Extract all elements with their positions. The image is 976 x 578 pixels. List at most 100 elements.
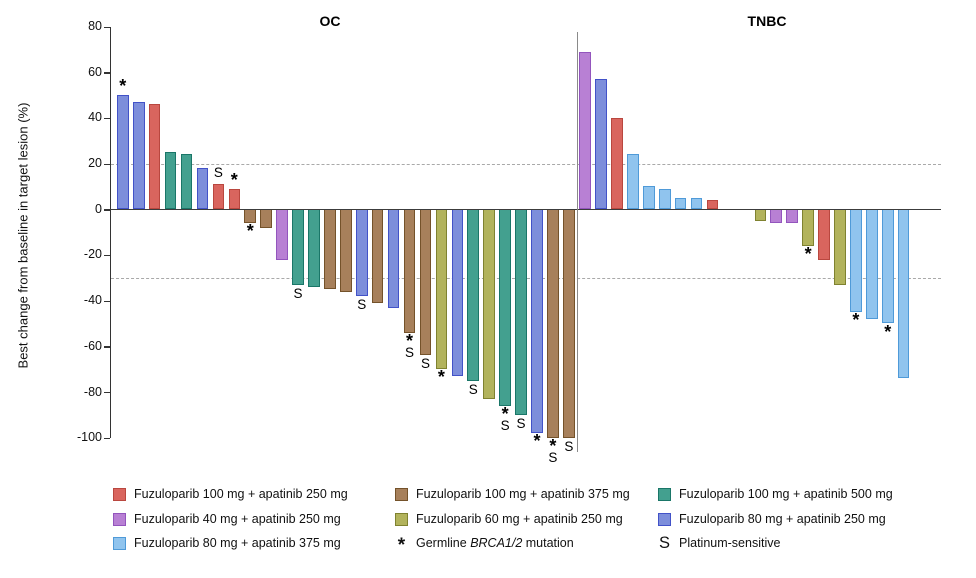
bar bbox=[643, 186, 655, 210]
platinum-sensitive-marker: S bbox=[405, 344, 415, 360]
legend-label: Fuzuloparib 100 mg + apatinib 250 mg bbox=[134, 487, 348, 501]
bar bbox=[770, 209, 783, 223]
y-tick bbox=[104, 117, 110, 120]
bar bbox=[308, 209, 320, 287]
bar bbox=[579, 51, 591, 210]
bar bbox=[340, 209, 352, 292]
y-tick bbox=[104, 346, 110, 348]
legend-label: Fuzuloparib 100 mg + apatinib 500 mg bbox=[679, 487, 893, 501]
group-title-oc: OC bbox=[319, 13, 341, 29]
brown-swatch bbox=[395, 487, 408, 501]
bar bbox=[611, 117, 623, 210]
bar bbox=[850, 209, 862, 313]
bar bbox=[435, 209, 448, 370]
legend-item: Fuzuloparib 60 mg + apatinib 250 mg bbox=[395, 512, 623, 526]
bar bbox=[387, 209, 400, 308]
bar bbox=[881, 209, 894, 324]
bar bbox=[180, 154, 193, 210]
legend-item: Fuzuloparib 80 mg + apatinib 250 mg bbox=[658, 512, 886, 526]
y-axis-label: Best change from baseline in target lesi… bbox=[15, 102, 31, 369]
bar bbox=[276, 209, 288, 260]
y-axis-spine bbox=[110, 26, 112, 438]
legend-label: Fuzuloparib 80 mg + apatinib 250 mg bbox=[679, 512, 886, 526]
bar bbox=[866, 209, 878, 319]
brca-mutation-marker: * bbox=[119, 76, 127, 97]
y-tick bbox=[104, 26, 110, 28]
legend-item: Fuzuloparib 100 mg + apatinib 375 mg bbox=[395, 487, 630, 501]
legend-label: Fuzuloparib 80 mg + apatinib 375 mg bbox=[134, 536, 341, 550]
platinum-sensitive-marker: S bbox=[516, 415, 526, 431]
legend-label: Fuzuloparib 40 mg + apatinib 250 mg bbox=[134, 512, 341, 526]
y-tick bbox=[104, 209, 110, 211]
bar bbox=[451, 209, 464, 377]
legend-label: Germline BRCA1/2 mutation bbox=[416, 536, 574, 550]
bar bbox=[324, 209, 336, 290]
bar bbox=[212, 184, 225, 210]
legend-label: Platinum-sensitive bbox=[679, 536, 781, 550]
y-tick-label: 40 bbox=[88, 110, 102, 125]
legend-item: S Platinum-sensitive bbox=[658, 533, 781, 552]
platinum-sensitive-marker: S bbox=[213, 165, 223, 181]
legend-label: Fuzuloparib 100 mg + apatinib 375 mg bbox=[416, 487, 630, 501]
bar bbox=[132, 101, 145, 210]
y-tick bbox=[104, 300, 110, 302]
bar bbox=[802, 209, 814, 246]
brca-mutation-marker: * bbox=[884, 321, 892, 342]
brca-mutation-marker: * bbox=[533, 431, 541, 452]
bar bbox=[834, 209, 846, 285]
bar bbox=[117, 95, 129, 210]
platinum-sensitive-symbol: S bbox=[658, 533, 670, 552]
bar bbox=[292, 209, 304, 285]
y-tick-label: 60 bbox=[88, 64, 102, 79]
y-tick bbox=[104, 437, 110, 439]
y-tick bbox=[104, 392, 110, 394]
bar bbox=[754, 209, 767, 221]
y-tick-label: 0 bbox=[95, 201, 102, 216]
bar bbox=[515, 209, 527, 415]
platinum-sensitive-marker: S bbox=[420, 356, 430, 372]
brca-mutation-marker: * bbox=[230, 169, 238, 190]
y-tick-label: -40 bbox=[83, 293, 102, 308]
y-tick bbox=[104, 254, 110, 257]
brca-mutation-marker: * bbox=[501, 403, 509, 424]
bar bbox=[467, 209, 480, 381]
legend-label: Fuzuloparib 60 mg + apatinib 250 mg bbox=[416, 512, 623, 526]
legend-item: Fuzuloparib 100 mg + apatinib 250 mg bbox=[113, 487, 348, 501]
bar bbox=[563, 209, 575, 438]
group-divider bbox=[577, 32, 579, 452]
reference-line bbox=[111, 163, 941, 165]
bar bbox=[595, 79, 607, 210]
platinum-sensitive-marker: S bbox=[357, 297, 367, 313]
bar bbox=[371, 209, 384, 303]
purple-swatch bbox=[113, 512, 126, 526]
brca-mutation-marker: * bbox=[549, 435, 557, 456]
bar bbox=[531, 209, 543, 434]
bar bbox=[419, 209, 432, 356]
bar bbox=[818, 209, 830, 260]
legend-item: * Germline BRCA1/2 mutation bbox=[395, 536, 574, 555]
bar bbox=[260, 209, 272, 228]
olive-swatch bbox=[395, 512, 408, 526]
platinum-sensitive-marker: S bbox=[468, 381, 478, 397]
brca-mutation-marker: * bbox=[437, 367, 445, 388]
y-tick bbox=[104, 72, 110, 74]
brca-mutation-marker: * bbox=[804, 243, 812, 264]
bar bbox=[148, 104, 161, 210]
legend-item: Fuzuloparib 40 mg + apatinib 250 mg bbox=[113, 512, 341, 526]
bar bbox=[483, 209, 495, 399]
bar bbox=[658, 188, 671, 210]
y-tick-label: -100 bbox=[76, 430, 102, 445]
bar bbox=[547, 209, 559, 438]
bar bbox=[403, 209, 416, 333]
bar bbox=[499, 209, 511, 406]
bar bbox=[897, 209, 910, 379]
bar bbox=[196, 168, 209, 210]
brca-mutation-marker: * bbox=[852, 310, 860, 331]
bar bbox=[627, 154, 639, 210]
skyblue-swatch bbox=[113, 536, 126, 550]
bar bbox=[786, 209, 798, 223]
bar bbox=[228, 188, 241, 210]
platinum-sensitive-marker: S bbox=[548, 449, 558, 465]
y-tick-label: 20 bbox=[88, 156, 102, 171]
zero-baseline bbox=[110, 208, 941, 211]
